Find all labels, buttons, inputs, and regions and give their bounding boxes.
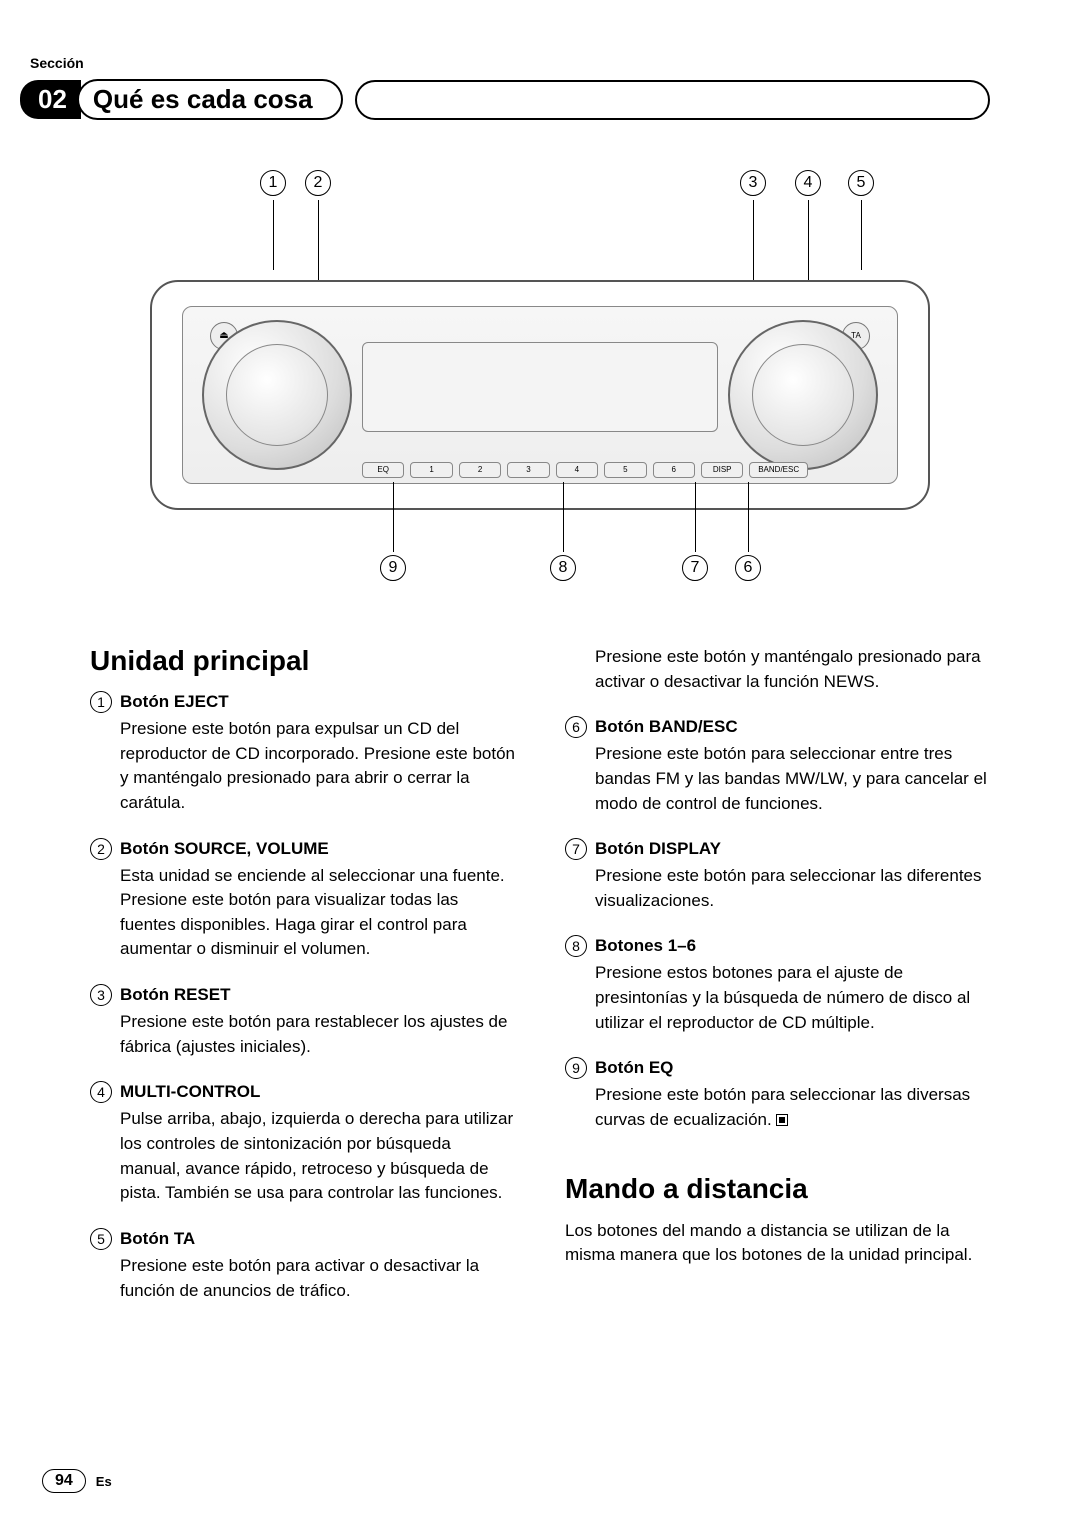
item-5-continuation: Presione este botón y manténgalo presion… <box>565 645 990 694</box>
item-title: Botones 1–6 <box>595 936 696 956</box>
right-column: Presione este botón y manténgalo presion… <box>565 645 990 1325</box>
section-label: Sección <box>30 55 990 71</box>
section-title-blank <box>355 80 990 120</box>
lead-line <box>695 482 696 552</box>
item-title: Botón RESET <box>120 985 231 1005</box>
heading-mando: Mando a distancia <box>565 1173 990 1205</box>
item-num: 4 <box>90 1081 112 1103</box>
device-diagram: 1 2 3 4 5 ⏏ TA EQ 1 2 3 4 <box>150 170 930 585</box>
item-title: Botón SOURCE, VOLUME <box>120 839 329 859</box>
button-strip: EQ 1 2 3 4 5 6 DISP BAND/ESC <box>362 462 808 478</box>
callout-2: 2 <box>305 170 331 196</box>
strip-6: 6 <box>653 462 695 478</box>
lead-line <box>753 200 754 285</box>
page-footer: 94 Es <box>42 1469 112 1493</box>
item-body: Esta unidad se enciende al seleccionar u… <box>90 864 515 963</box>
left-knob <box>202 320 352 470</box>
content-columns: Unidad principal 1 Botón EJECT Presione e… <box>90 645 990 1325</box>
item-title: Botón EJECT <box>120 692 229 712</box>
lead-line <box>748 482 749 552</box>
item-body: Presione este botón para seleccionar ent… <box>565 742 990 816</box>
strip-band: BAND/ESC <box>749 462 808 478</box>
item-body: Presione este botón para seleccionar las… <box>565 864 990 913</box>
item-body: Presione estos botones para el ajuste de… <box>565 961 990 1035</box>
callouts-top: 1 2 3 4 5 <box>150 170 930 200</box>
item-body: Presione este botón para expulsar un CD … <box>90 717 515 816</box>
strip-5: 5 <box>604 462 646 478</box>
strip-eq: EQ <box>362 462 404 478</box>
strip-1: 1 <box>410 462 452 478</box>
section-mando: Mando a distancia Los botones del mando … <box>565 1173 990 1268</box>
strip-3: 3 <box>507 462 549 478</box>
item-title: Botón EQ <box>595 1058 673 1078</box>
item-num: 6 <box>565 716 587 738</box>
head-unit-illustration: ⏏ TA EQ 1 2 3 4 5 6 DISP BAND/ESC <box>150 280 930 510</box>
heading-unidad-principal: Unidad principal <box>90 645 515 677</box>
item-7: 7 Botón DISPLAY Presione este botón para … <box>565 838 990 913</box>
callout-6: 6 <box>735 555 761 581</box>
item-title: MULTI-CONTROL <box>120 1082 260 1102</box>
item-body: Pulse arriba, abajo, izquierda o derecha… <box>90 1107 515 1206</box>
strip-disp: DISP <box>701 462 743 478</box>
callout-4: 4 <box>795 170 821 196</box>
item-num: 2 <box>90 838 112 860</box>
section-number-badge: 02 <box>20 80 81 119</box>
lead-line <box>393 482 394 552</box>
callout-1: 1 <box>260 170 286 196</box>
page-number: 94 <box>42 1469 86 1493</box>
item-body: Presione este botón para restablecer los… <box>90 1010 515 1059</box>
item-4: 4 MULTI-CONTROL Pulse arriba, abajo, izqu… <box>90 1081 515 1206</box>
item-title: Botón BAND/ESC <box>595 717 738 737</box>
leads-top <box>150 200 930 240</box>
manual-page: Sección 02 Qué es cada cosa 1 2 3 4 5 ⏏ … <box>0 0 1080 1365</box>
item-body: Presione este botón para activar o desac… <box>90 1254 515 1303</box>
end-mark-icon <box>776 1114 788 1126</box>
knob-inner <box>226 344 328 446</box>
item-title: Botón TA <box>120 1229 195 1249</box>
callouts-bottom: 9 8 7 6 <box>150 555 930 585</box>
lead-line <box>318 200 319 285</box>
header-row: 02 Qué es cada cosa <box>20 79 990 120</box>
lead-line <box>563 482 564 552</box>
mando-intro: Los botones del mando a distancia se uti… <box>565 1219 990 1268</box>
item-5: 5 Botón TA Presione este botón para activ… <box>90 1228 515 1303</box>
item-num: 5 <box>90 1228 112 1250</box>
item-9: 9 Botón EQ Presione este botón para selec… <box>565 1057 990 1132</box>
lead-line <box>273 200 274 270</box>
item-title: Botón DISPLAY <box>595 839 721 859</box>
item-2: 2 Botón SOURCE, VOLUME Esta unidad se enc… <box>90 838 515 963</box>
item-num: 9 <box>565 1057 587 1079</box>
knob-inner <box>752 344 854 446</box>
right-knob <box>728 320 878 470</box>
item-1: 1 Botón EJECT Presione este botón para ex… <box>90 691 515 816</box>
section-title: Qué es cada cosa <box>77 79 343 120</box>
item-num: 3 <box>90 984 112 1006</box>
item-num: 8 <box>565 935 587 957</box>
strip-4: 4 <box>556 462 598 478</box>
leads-bottom <box>150 510 930 555</box>
item-6: 6 Botón BAND/ESC Presione este botón para… <box>565 716 990 816</box>
callout-7: 7 <box>682 555 708 581</box>
language-code: Es <box>96 1474 112 1489</box>
strip-2: 2 <box>459 462 501 478</box>
item-num: 7 <box>565 838 587 860</box>
display-screen <box>362 342 718 432</box>
callout-3: 3 <box>740 170 766 196</box>
item-body: Presione este botón para seleccionar las… <box>565 1083 990 1132</box>
callout-8: 8 <box>550 555 576 581</box>
left-column: Unidad principal 1 Botón EJECT Presione e… <box>90 645 515 1325</box>
callout-5: 5 <box>848 170 874 196</box>
item-8: 8 Botones 1–6 Presione estos botones para… <box>565 935 990 1035</box>
callout-9: 9 <box>380 555 406 581</box>
lead-line <box>861 200 862 270</box>
item-3: 3 Botón RESET Presione este botón para re… <box>90 984 515 1059</box>
item-num: 1 <box>90 691 112 713</box>
